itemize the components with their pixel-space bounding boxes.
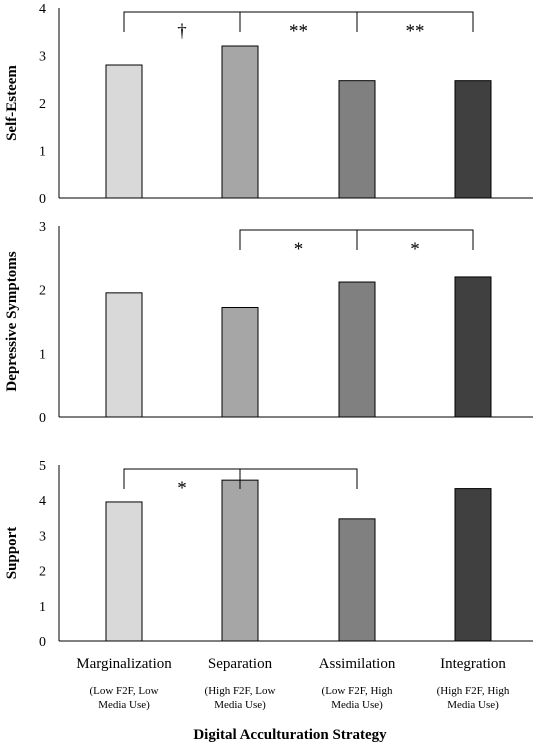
x-category-sublabel: Media Use) — [331, 699, 383, 711]
x-category-sublabel: Media Use) — [98, 699, 150, 711]
y-tick-label: 4 — [39, 494, 46, 509]
y-tick-label: 2 — [39, 97, 46, 112]
y-tick-label: 0 — [39, 635, 46, 650]
y-axis-title: Depressive Symptoms — [4, 251, 20, 391]
y-tick-label: 1 — [39, 600, 46, 615]
x-axis-title: Digital Acculturation Strategy — [193, 727, 387, 743]
x-category-sublabel: (Low F2F, Low — [89, 685, 158, 697]
x-category-label: Integration — [440, 656, 506, 672]
x-category-label: Assimilation — [319, 656, 396, 672]
bar-assimilation — [338, 80, 376, 199]
bar-separation — [221, 306, 259, 418]
significance-marker: * — [410, 239, 420, 260]
significance-bracket — [356, 11, 474, 32]
bar-separation — [221, 479, 259, 642]
y-tick-label: 0 — [39, 411, 46, 426]
x-category-label: Marginalization — [76, 656, 172, 672]
bar-assimilation — [338, 518, 376, 642]
bar-integration — [454, 80, 492, 199]
x-category-sublabel: (Low F2F, High — [322, 685, 393, 697]
x-category-sublabel: Media Use) — [447, 699, 499, 711]
y-tick-label: 3 — [39, 529, 46, 544]
y-tick-label: 0 — [39, 192, 46, 207]
significance-bracket — [356, 229, 474, 250]
bar-separation — [221, 45, 259, 199]
bar-integration — [454, 488, 492, 642]
y-tick-label: 2 — [39, 284, 46, 299]
y-axis-title: Support — [4, 527, 20, 580]
x-category-sublabel: (High F2F, High — [437, 685, 510, 697]
significance-marker: ** — [406, 21, 425, 42]
bar-assimilation — [338, 281, 376, 418]
y-tick-label: 1 — [39, 347, 46, 362]
significance-bracket — [239, 468, 358, 489]
significance-marker: ** — [289, 21, 308, 42]
significance-marker: † — [177, 21, 187, 42]
significance-marker: * — [177, 478, 187, 499]
y-tick-label: 2 — [39, 565, 46, 580]
y-tick-label: 5 — [39, 459, 46, 474]
x-category-sublabel: Media Use) — [214, 699, 266, 711]
y-tick-label: 1 — [39, 145, 46, 160]
y-tick-label: 3 — [39, 50, 46, 65]
bar-integration — [454, 276, 492, 418]
y-tick-label: 4 — [39, 2, 46, 17]
bar-marginalization — [105, 64, 143, 199]
y-tick-label: 3 — [39, 220, 46, 235]
bar-marginalization — [105, 501, 143, 642]
x-category-sublabel: (High F2F, Low — [205, 685, 276, 697]
x-category-label: Separation — [208, 656, 273, 672]
significance-marker: * — [294, 239, 304, 260]
bar-marginalization — [105, 292, 143, 418]
y-axis-title: Self-Esteem — [4, 65, 20, 141]
